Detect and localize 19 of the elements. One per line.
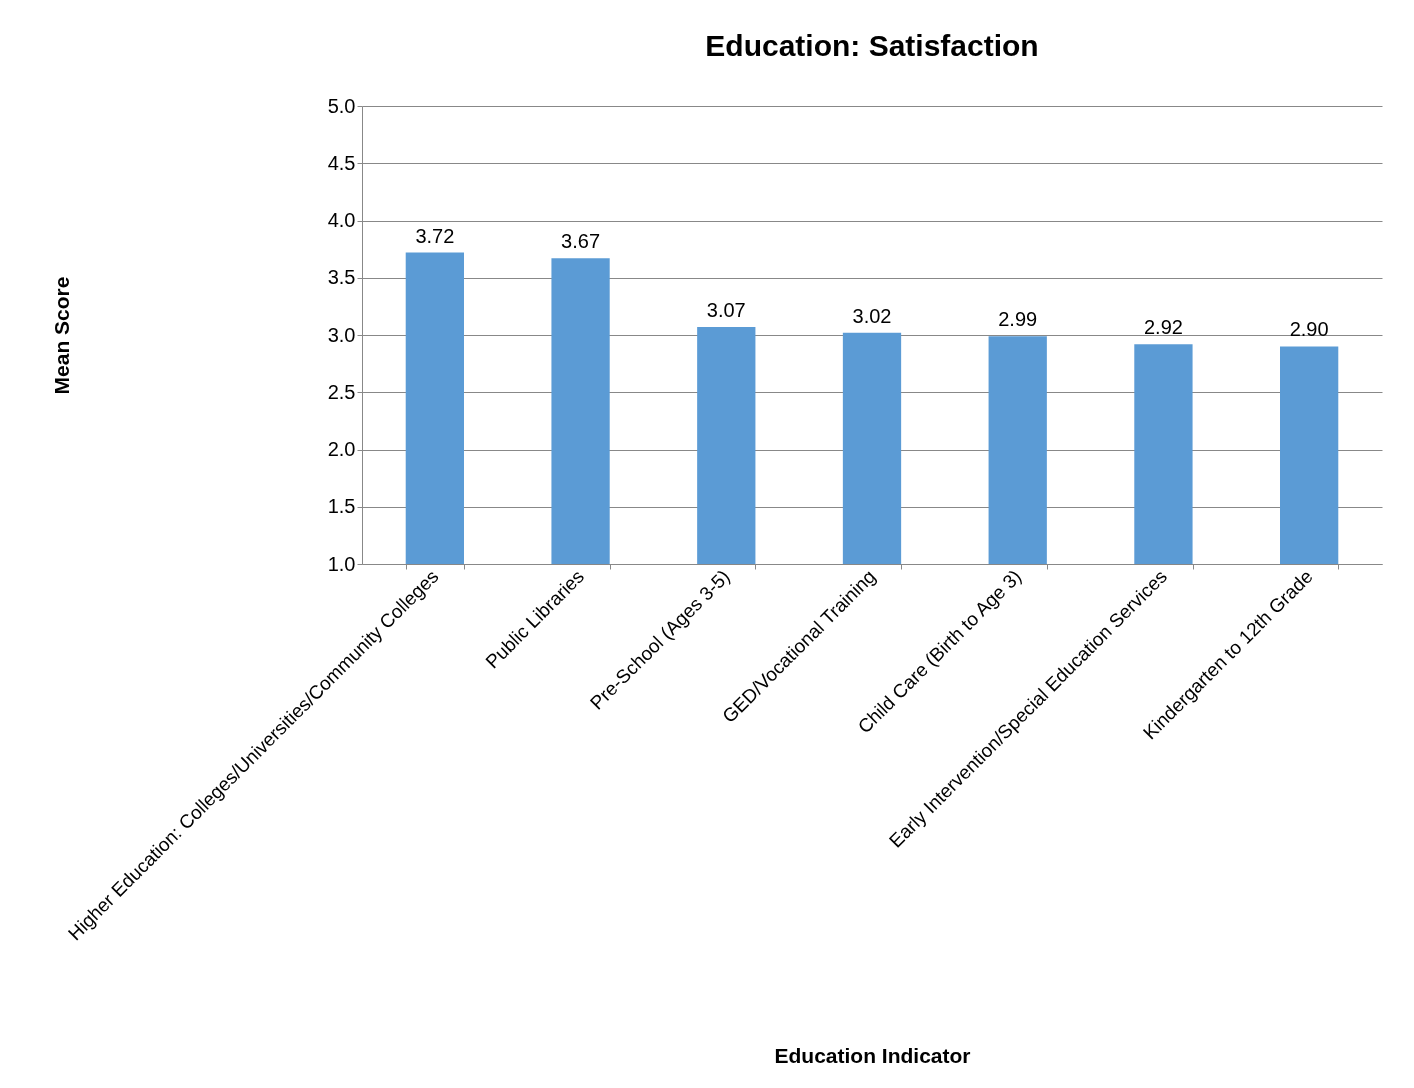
data-label: 2.99 [998, 308, 1038, 331]
data-label: 2.92 [1143, 316, 1183, 339]
y-tick-label: 3.0 [327, 323, 356, 346]
y-tick-label: 2.5 [327, 380, 356, 403]
y-tick-label: 5.0 [327, 94, 356, 117]
y-tick-label: 2.0 [327, 438, 356, 460]
data-label: 3.07 [706, 298, 746, 321]
y-tick-label: 1.0 [327, 552, 356, 575]
chart-title: Education: Satisfaction [705, 29, 1039, 62]
data-label: 2.90 [1289, 318, 1329, 341]
x-axis-title: Education Indicator [774, 1043, 971, 1067]
y-tick-label: 1.5 [327, 495, 356, 518]
y-tick-label: 3.5 [327, 266, 356, 289]
y-tick-label: 4.0 [327, 209, 356, 231]
y-axis-title: Mean Score [49, 276, 73, 395]
y-tick-label: 4.5 [327, 151, 356, 174]
data-label: 3.72 [415, 224, 455, 247]
data-label: 3.67 [561, 230, 601, 253]
data-label: 3.02 [852, 304, 892, 327]
